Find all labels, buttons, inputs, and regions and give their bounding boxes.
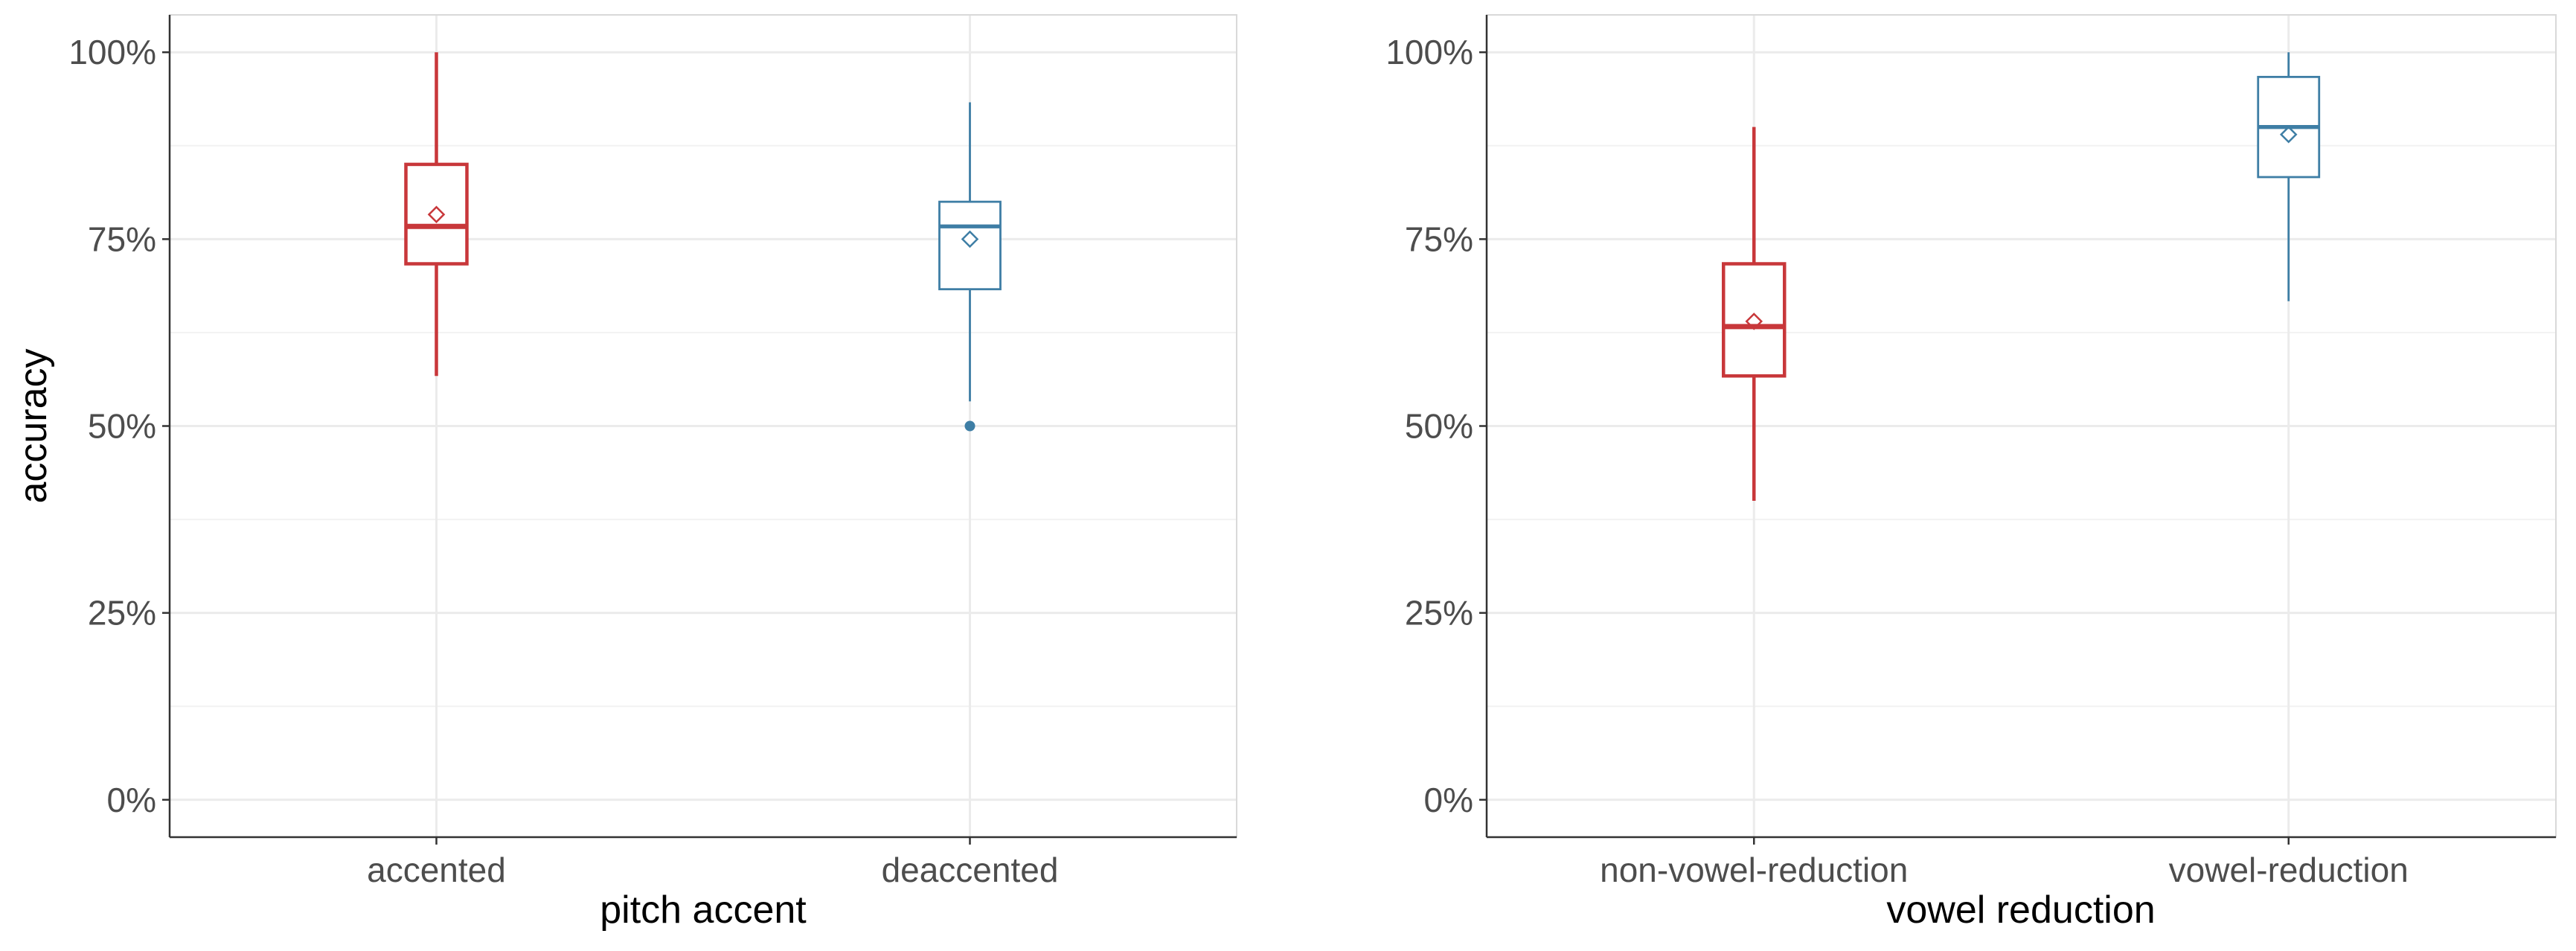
- y-tick-label: 0%: [1424, 781, 1473, 819]
- box: [1722, 262, 1787, 378]
- box: [404, 162, 469, 266]
- y-tick-label: 25%: [88, 594, 156, 633]
- x-axis-title: vowel reduction: [1886, 888, 2155, 932]
- y-tick-label: 100%: [1385, 33, 1473, 71]
- y-tick-label: 25%: [1405, 594, 1473, 633]
- y-tick-label: 75%: [1405, 220, 1473, 258]
- y-tick-label: 50%: [88, 407, 156, 446]
- x-tick-label: accented: [367, 851, 506, 889]
- x-axis-title: pitch accent: [600, 888, 807, 932]
- y-tick-label: 100%: [68, 33, 156, 71]
- outlier-point: [964, 420, 975, 432]
- x-tick-label: non-vowel-reduction: [1600, 851, 1908, 889]
- x-tick-label: deaccented: [882, 851, 1059, 889]
- y-tick-label: 75%: [88, 220, 156, 258]
- mean-marker: [2279, 125, 2298, 144]
- mean-marker: [1745, 313, 1763, 330]
- y-axis-title: accuracy: [12, 348, 55, 503]
- x-tick-label: vowel-reduction: [2169, 851, 2409, 889]
- mean-marker: [427, 205, 446, 223]
- mean-marker: [961, 230, 979, 249]
- y-tick-label: 50%: [1405, 407, 1473, 446]
- y-tick-label: 0%: [107, 781, 156, 819]
